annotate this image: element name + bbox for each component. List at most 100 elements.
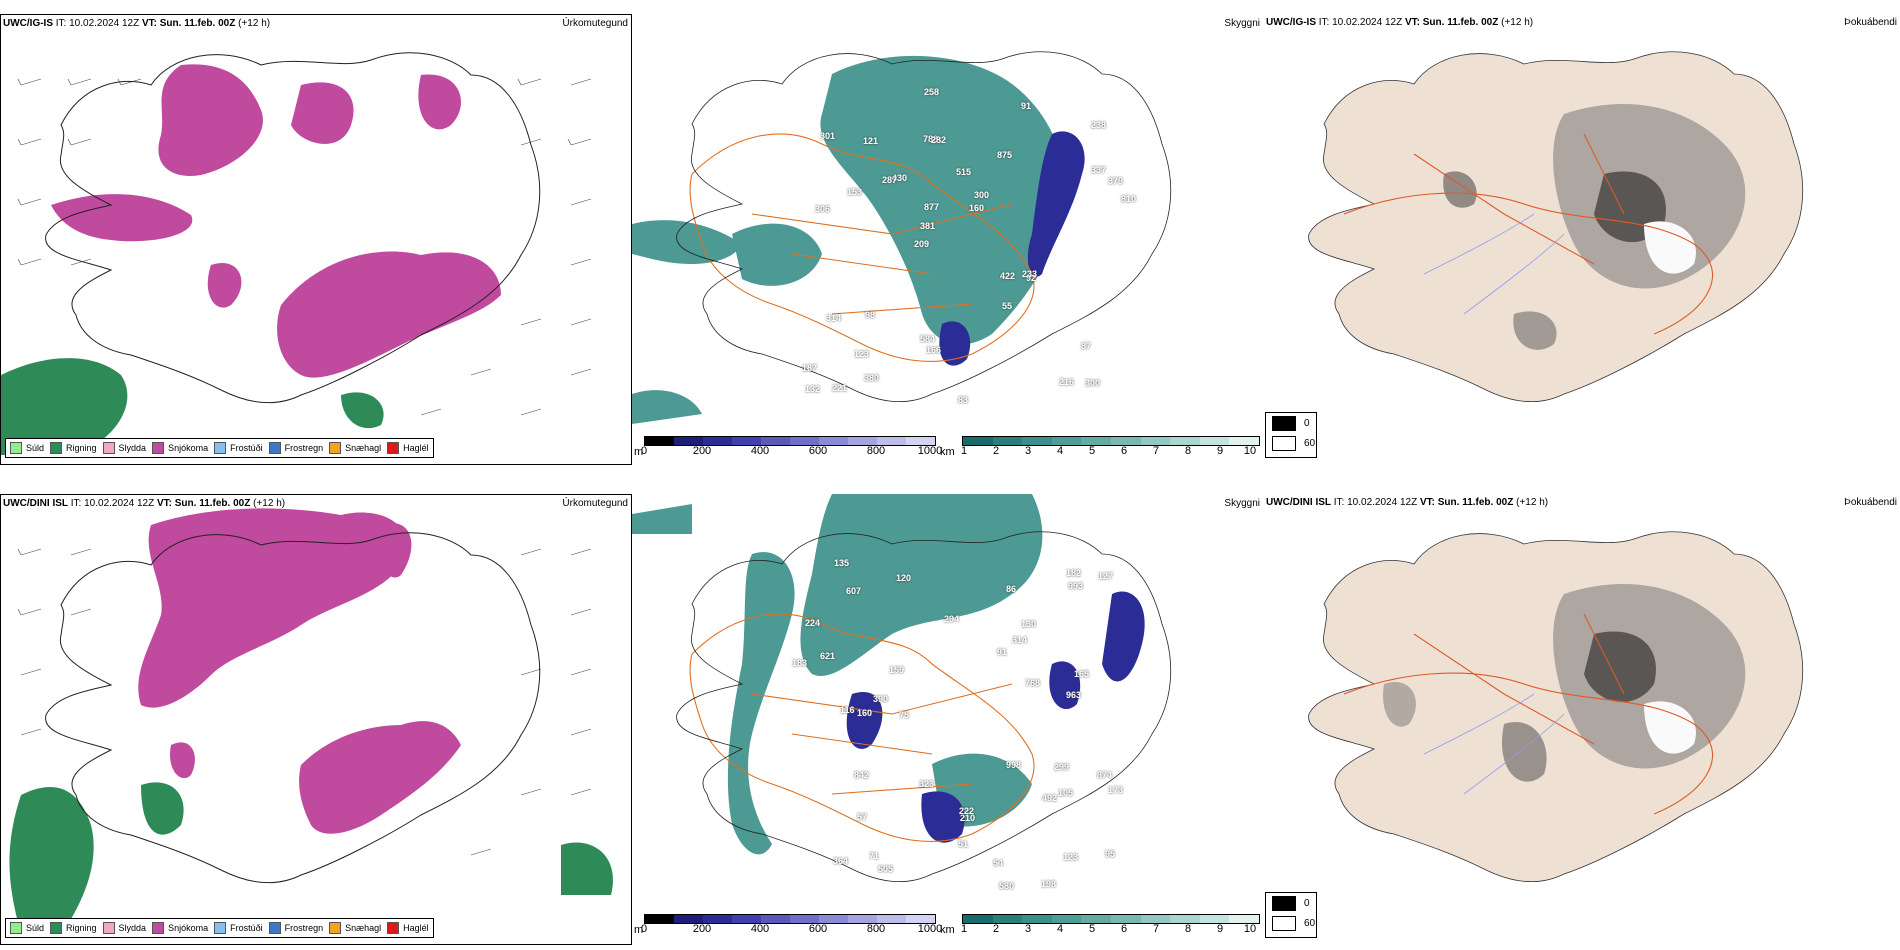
cloud-base-value-label: 306: [815, 204, 831, 214]
cloud-base-value-label: 224: [805, 618, 821, 628]
cloud-base-value-label: 130: [1021, 619, 1037, 629]
legend-item-hail: Haglél: [387, 922, 429, 934]
cloud-base-value-label: 515: [956, 167, 972, 177]
visibility-colorbar: 1 2 3 4 5 6 7 8 9 10: [961, 914, 1262, 938]
cloud-base-value-label: 57: [857, 812, 868, 822]
legend-item-freezing-drizzle: Frostúði: [214, 442, 263, 454]
cloud-base-value-label: 842: [854, 770, 870, 780]
cloud-base-value-label: 379: [1108, 176, 1124, 186]
cloud-base-colorbar: 0 200 400 600 800 1000: [641, 436, 942, 460]
visibility-colorbar-strip: [962, 914, 1260, 924]
cloud-base-value-label: 209: [914, 239, 930, 249]
cloud-base-value-label: 166: [926, 345, 942, 355]
cloud-base-colorbar-strip: [644, 914, 936, 924]
visibility-colorbar-strip: [962, 436, 1260, 446]
cloud-base-value-label: 621: [820, 651, 836, 661]
iceland-outline-cloud-bottom: [676, 531, 1172, 882]
cloud-base-value-label: 294: [944, 614, 960, 624]
cloud-base-value-label: 993: [1068, 581, 1084, 591]
cloud-base-visibility-map-panel-top: 300 306 238 209 875 221 788 515 314 430 187 123 282 3…: [632, 14, 1264, 465]
cloud-map-top: [632, 51, 1172, 424]
legend-swatch: [102, 442, 115, 454]
cloud-base-value-label: 233: [1022, 269, 1038, 279]
cloud-base-value-label: 422: [1000, 271, 1016, 281]
cloud-base-value-label: 55: [1002, 301, 1013, 311]
cloud-base-value-label: 282: [931, 135, 947, 145]
visibility-areas-bottom: [632, 494, 1043, 855]
fog-legend-row: 60: [1266, 433, 1316, 453]
cloud-base-value-label: 381: [920, 221, 936, 231]
fog-rivers-top: [1423, 213, 1565, 315]
cloud-base-value-label: 287: [882, 175, 898, 185]
cloud-base-value-label: 92: [1026, 273, 1037, 283]
cloud-base-value-label: 121: [863, 136, 879, 146]
legend-swatch: [10, 922, 22, 934]
iceland-outline-bottom: [45, 532, 541, 884]
cloud-base-value-label: 210: [960, 813, 976, 823]
cloud-base-value-label: 314: [826, 313, 842, 323]
cloud-base-value-label: 584: [920, 334, 936, 344]
fog-legend-swatch: [1272, 915, 1296, 931]
legend-swatch: [214, 442, 227, 454]
legend-item-hail: Haglél: [387, 442, 429, 454]
cloud-base-value-label: 98: [865, 310, 876, 320]
cloud-base-value-label: 998: [1006, 760, 1022, 770]
rain-areas-bottom: [9, 782, 613, 935]
cloud-base-value-label: 874: [1097, 770, 1113, 780]
legend-swatch: [152, 922, 165, 934]
legend-swatch: [50, 922, 63, 934]
map-header: UWC/IG-IS IT: 10.02.2024 12Z VT: Sun. 11…: [1266, 17, 1534, 28]
cloud-base-value-label: 505: [878, 864, 894, 874]
cloud-base-value-label: 95: [1105, 849, 1116, 859]
cloud-base-value-label: 160: [857, 708, 873, 718]
cloud-base-value-label: 91: [1021, 101, 1032, 111]
cloud-base-value-label: 788: [923, 134, 939, 144]
cloud-base-value-label: 380: [864, 373, 880, 383]
cloud-base-value-label: 83: [958, 395, 969, 405]
precip-type-map-panel-bottom: UWC/DINI ISL IT: 10.02.2024 12Z VT: Sun.…: [0, 494, 632, 945]
legend-item-snow: Snjókoma: [152, 442, 208, 454]
visibility-colorbar: 1 2 3 4 5 6 7 8 9 10: [961, 436, 1262, 460]
cloud-base-value-label: 123: [854, 349, 870, 359]
cloud-base-value-label: 86: [1006, 584, 1017, 594]
fog-legend-swatch: [1272, 895, 1296, 911]
panel-title: Þokuábendi: [1844, 497, 1897, 508]
cloud-base-value-label: 390: [873, 694, 889, 704]
legend-swatch: [268, 442, 281, 454]
panel-title: Úrkomutegund: [562, 18, 628, 29]
panel-title: Úrkomutegund: [562, 498, 628, 509]
legend-item-freezing-rain: Frostregn: [268, 442, 323, 454]
fog-legend-row: 0: [1266, 413, 1316, 433]
cloud-base-value-label: 300: [1085, 378, 1101, 388]
precip-map-top: [1, 52, 592, 455]
legend-swatch: [10, 442, 22, 454]
cloud-base-value-label: 183: [792, 658, 808, 668]
cloud-base-unit: m: [634, 924, 644, 936]
cloud-base-value-label: 135: [834, 558, 850, 568]
legend-item-freezing-drizzle: Frostúði: [214, 922, 263, 934]
cloud-map-bottom: [632, 494, 1172, 882]
legend-item-drizzle: Súld: [10, 922, 44, 934]
cloud-base-value-label: 216: [1059, 377, 1075, 387]
cloud-base-value-label: 963: [1066, 690, 1082, 700]
legend-item-drizzle: Súld: [10, 442, 44, 454]
cloud-base-value-label: 91: [997, 647, 1008, 657]
visibility-unit: km: [940, 446, 955, 458]
precip-type-legend: Súld Rigning Slydda Snjókoma Frostúði Fr…: [5, 918, 434, 938]
cloud-base-colorbar-strip: [644, 436, 936, 446]
legend-swatch: [329, 442, 342, 454]
map-header: UWC/DINI ISL IT: 10.02.2024 12Z VT: Sun.…: [1266, 497, 1549, 508]
cloud-base-value-label: 607: [846, 586, 862, 596]
cloud-base-value-label: 51: [958, 839, 969, 849]
visibility-unit: km: [940, 924, 955, 936]
legend-item-snow: Snjókoma: [152, 922, 208, 934]
cloud-base-value-label: 105: [1058, 788, 1074, 798]
legend-item-snow-pellets: Snæhagl: [329, 442, 381, 454]
roads-top: [689, 133, 1035, 362]
cloud-base-value-label: 198: [1041, 879, 1057, 889]
cloud-base-value-label: 337: [1091, 165, 1107, 175]
cloud-base-colorbar: 0 200 400 600 800 1000: [641, 914, 942, 938]
cloud-base-value-label: 182: [1066, 568, 1082, 578]
fog-index-legend: 0 60: [1265, 412, 1317, 458]
cloud-base-value-label: 810: [1121, 194, 1137, 204]
